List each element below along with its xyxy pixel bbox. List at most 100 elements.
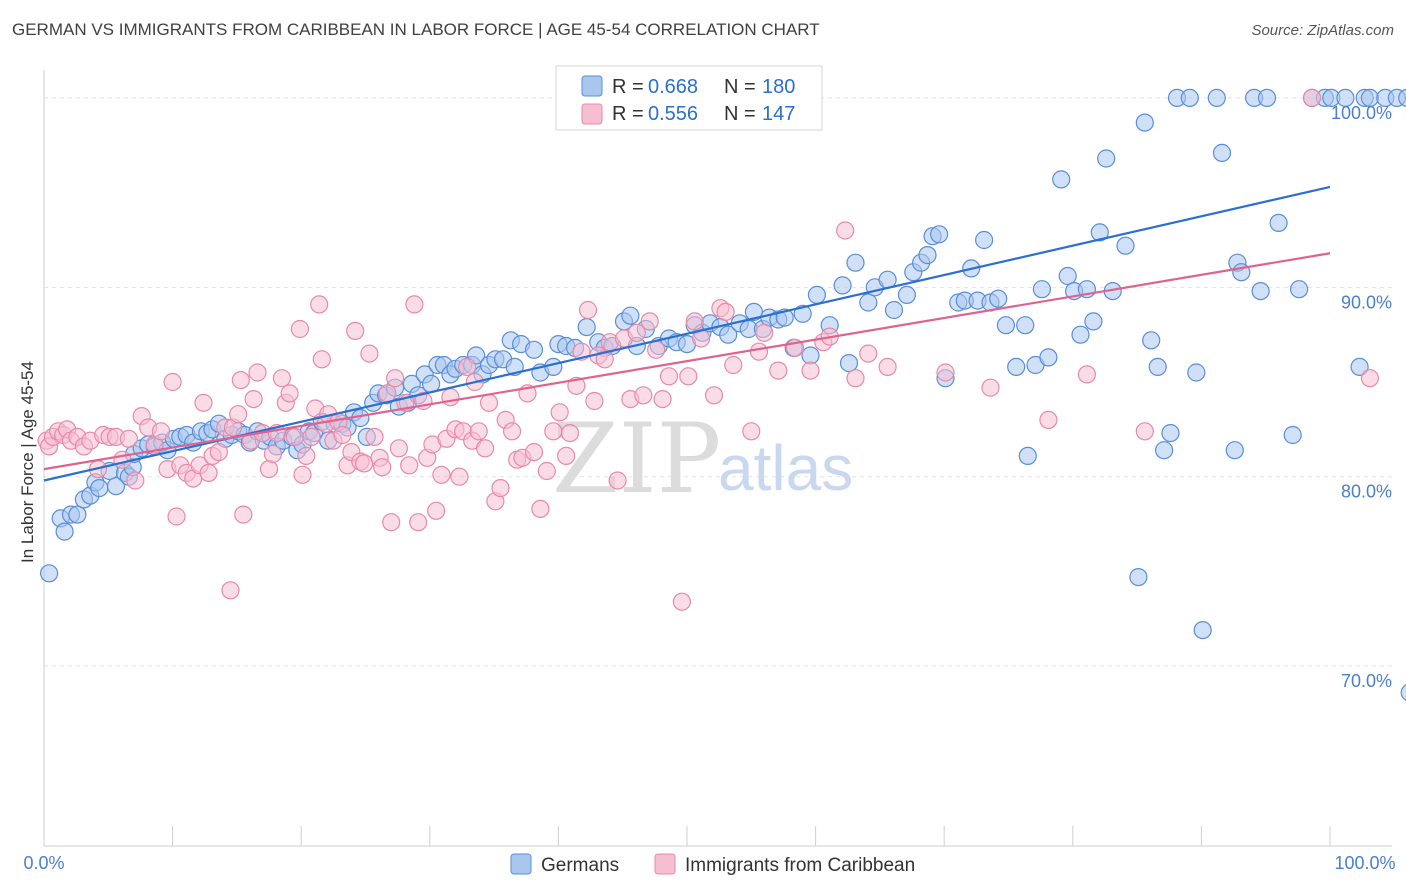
german-point — [897, 285, 917, 304]
german-point — [1032, 280, 1052, 299]
german-point — [544, 357, 563, 376]
caribbean-point — [373, 458, 392, 477]
german-point — [1007, 357, 1026, 376]
source-credit: Source: ZipAtlas.com — [1251, 22, 1394, 39]
german-point — [68, 505, 87, 524]
axes — [43, 70, 1392, 847]
stats-legend-r-label-2: R = — [612, 103, 644, 125]
caribbean-point — [608, 471, 627, 490]
caribbean-point — [742, 422, 761, 441]
german-point — [1116, 236, 1135, 255]
german-point — [1097, 149, 1116, 168]
caribbean-point — [400, 456, 419, 475]
caribbean-point — [290, 319, 309, 339]
caribbean-point — [427, 501, 446, 520]
series-legend-swatch-caribbean — [654, 853, 676, 875]
caribbean-point — [355, 454, 374, 473]
stats-legend: R = 0.668 N = 180 R = 0.556 N = 147 — [555, 65, 823, 131]
caribbean-point — [229, 405, 248, 424]
caribbean-point — [556, 446, 576, 465]
german-point — [1398, 88, 1406, 107]
caribbean-trend-line — [43, 252, 1331, 471]
caribbean-point — [936, 363, 955, 382]
caribbean-point — [209, 443, 228, 462]
german-point — [929, 225, 949, 244]
german-point — [807, 285, 827, 304]
caribbean-point — [524, 443, 544, 462]
caribbean-point — [221, 581, 240, 600]
german-point — [90, 479, 109, 498]
stats-legend-swatch-caribbean — [581, 103, 603, 125]
caribbean-point — [194, 393, 213, 412]
y-tick-labels: 70.0% 80.0% 90.0% 100.0% — [1331, 103, 1392, 691]
german-point — [1336, 88, 1355, 108]
y-tick-label: 100.0% — [1331, 103, 1392, 123]
caribbean-point — [585, 391, 604, 411]
german-point — [974, 230, 994, 250]
caribbean-point — [724, 355, 743, 375]
caribbean-point — [578, 300, 598, 320]
german-point — [577, 318, 596, 337]
caribbean-point — [244, 390, 263, 409]
caribbean-point — [231, 371, 250, 390]
german-point — [1090, 223, 1109, 242]
german-point — [1071, 325, 1090, 344]
y-axis-label: In Labor Force | Age 45-54 — [18, 361, 37, 563]
german-point — [621, 306, 640, 325]
caribbean-point — [640, 312, 659, 331]
stats-legend-swatch-germans — [581, 75, 603, 97]
stats-legend-n-label-2: N = — [724, 103, 756, 125]
caribbean-point — [441, 388, 460, 407]
german-point — [1154, 441, 1174, 460]
caribbean-point — [405, 295, 424, 314]
caribbean-point — [1302, 88, 1322, 108]
caribbean-point — [167, 507, 186, 526]
german-point — [884, 300, 904, 320]
caribbean-point — [119, 429, 138, 448]
stats-legend-r-value-2: 0.556 — [648, 103, 698, 125]
german-point — [1350, 357, 1369, 376]
caribbean-point — [878, 357, 897, 376]
german-point — [1225, 441, 1244, 460]
german-trend-line — [43, 185, 1331, 482]
caribbean-point — [634, 386, 653, 405]
caribbean-point — [450, 467, 469, 486]
caribbean-point — [163, 372, 182, 392]
german-point — [1207, 88, 1226, 108]
german-point — [1269, 213, 1288, 232]
trend-lines — [43, 185, 1331, 482]
caribbean-point — [595, 350, 614, 369]
caribbean-point — [1360, 369, 1380, 388]
series-legend-swatch-germans — [510, 853, 532, 875]
y-tick-label: 70.0% — [1341, 671, 1392, 691]
caribbean-point — [550, 403, 569, 422]
caribbean-point — [248, 363, 267, 382]
caribbean-point — [469, 422, 488, 441]
caribbean-point — [479, 393, 499, 412]
german-point — [1251, 282, 1270, 301]
caribbean-point — [491, 479, 510, 498]
german-point — [1148, 357, 1167, 376]
caribbean-point — [386, 369, 405, 388]
caribbean-point — [502, 422, 522, 441]
german-point — [1161, 424, 1180, 443]
caribbean-point — [263, 444, 282, 464]
stats-legend-n-value-2: 147 — [762, 103, 795, 125]
german-point — [793, 304, 812, 323]
caribbean-point — [458, 357, 477, 376]
german-point — [1129, 567, 1148, 587]
german-point — [1135, 113, 1154, 132]
caribbean-point — [716, 302, 735, 321]
german-point — [39, 564, 59, 583]
x-tick-label-min: 0.0% — [23, 853, 64, 873]
caribbean-point — [199, 463, 218, 482]
caribbean-point — [280, 384, 299, 403]
caribbean-point — [272, 369, 291, 388]
caribbean-point — [312, 350, 331, 369]
caribbean-point — [704, 386, 724, 405]
caribbean-point — [234, 505, 253, 524]
y-tick-label: 90.0% — [1341, 292, 1392, 312]
german-point — [1016, 316, 1035, 335]
german-point — [1180, 88, 1199, 108]
caribbean-point — [297, 446, 316, 465]
